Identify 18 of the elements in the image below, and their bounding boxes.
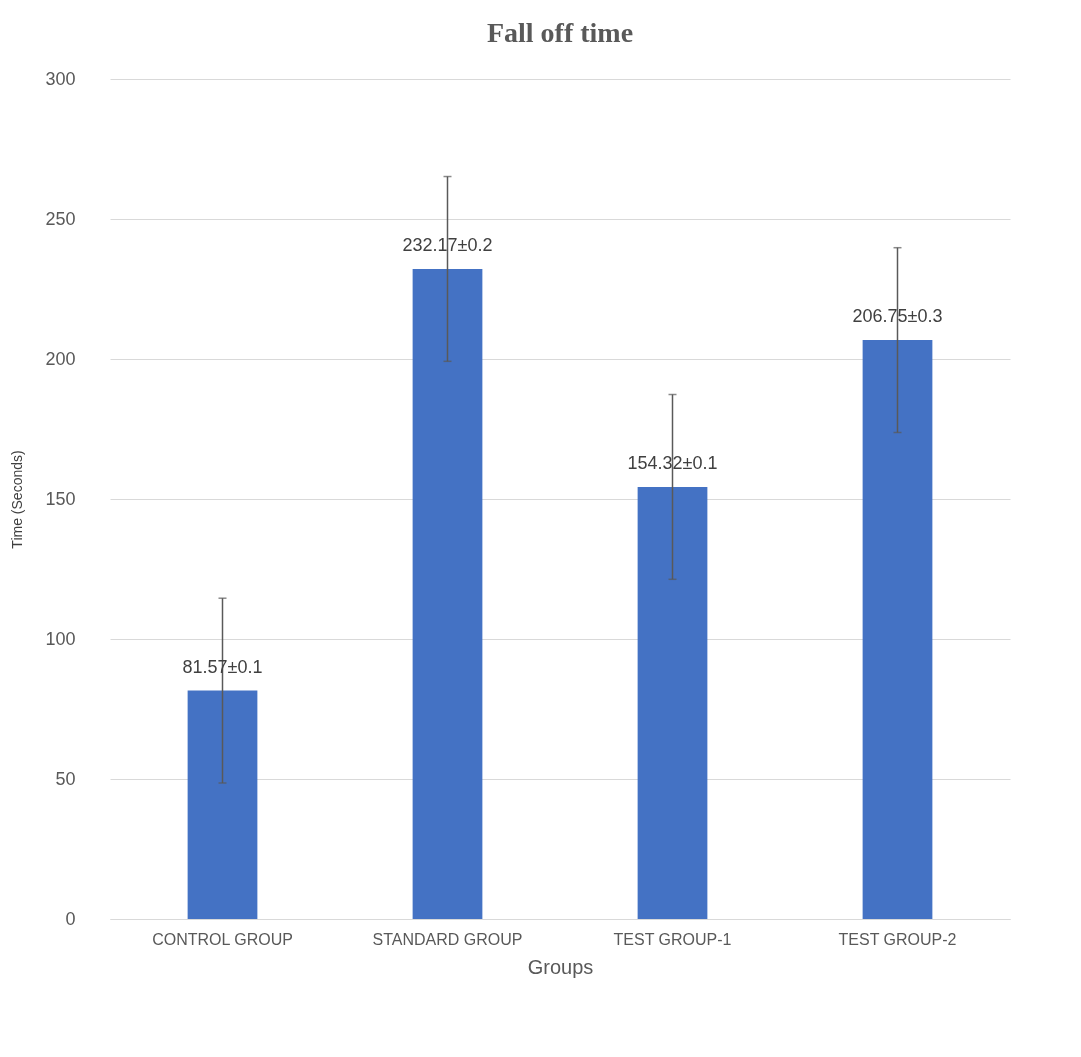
- x-tick-label: CONTROL GROUP: [152, 930, 293, 948]
- y-tick-label: 150: [45, 488, 76, 509]
- chart-title: Fall off time: [486, 17, 634, 48]
- x-tick-label: TEST GROUP-2: [838, 930, 957, 948]
- y-tick-label: 200: [45, 348, 76, 369]
- y-tick-label: 300: [45, 68, 76, 89]
- y-tick-label: 100: [45, 628, 76, 649]
- x-tick-label: TEST GROUP-1: [613, 930, 732, 948]
- bar: [187, 690, 258, 919]
- bar: [637, 486, 708, 919]
- x-axis-title: Groups: [527, 955, 594, 978]
- x-tick-label: STANDARD GROUP: [372, 930, 523, 948]
- y-tick-label: 0: [65, 908, 76, 929]
- bar: [412, 268, 483, 919]
- y-axis-title: Time (Seconds): [9, 450, 26, 549]
- y-tick-label: 250: [45, 208, 76, 229]
- y-tick-label: 50: [55, 768, 76, 789]
- bar: [862, 340, 933, 919]
